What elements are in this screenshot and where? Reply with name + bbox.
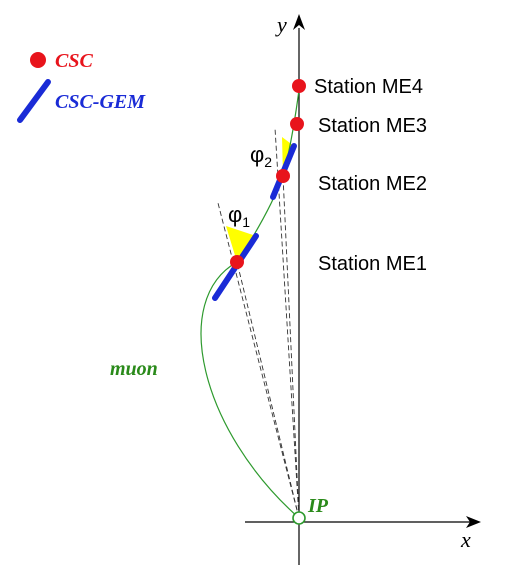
x-axis-label: x bbox=[460, 527, 471, 552]
legend-csc-marker bbox=[30, 52, 46, 68]
station-labels: Station ME4 Station ME3 Station ME2 Stat… bbox=[314, 76, 427, 275]
csc-gem-segments bbox=[212, 143, 297, 301]
station-label-me1: Station ME1 bbox=[318, 253, 427, 275]
reference-lines bbox=[217, 127, 300, 519]
legend-csc-label: CSC bbox=[55, 50, 93, 72]
phi1-symbol: φ bbox=[228, 202, 242, 227]
phi1-subscript: 1 bbox=[242, 214, 250, 230]
csc-hits bbox=[230, 79, 306, 269]
phi2-label: φ2 bbox=[250, 142, 272, 170]
legend: CSC CSC-GEM bbox=[17, 50, 146, 123]
station-label-me2: Station ME2 bbox=[318, 173, 427, 195]
phi2-subscript: 2 bbox=[264, 154, 272, 170]
reference-line-me2-tangent bbox=[274, 127, 300, 519]
csc-hit-me1 bbox=[230, 255, 244, 269]
reference-line-me1-tangent bbox=[217, 202, 300, 519]
legend-csc-gem-marker bbox=[17, 79, 51, 123]
ip-label: IP bbox=[307, 495, 329, 517]
station-label-me4: Station ME4 bbox=[314, 76, 423, 98]
csc-hit-me4 bbox=[292, 79, 306, 93]
muon-label: muon bbox=[110, 358, 158, 380]
reference-line-me2-radial bbox=[282, 175, 300, 519]
phi1-label: φ1 bbox=[228, 202, 250, 230]
ip-marker bbox=[292, 511, 306, 525]
y-axis-label: y bbox=[275, 12, 287, 37]
csc-hit-me3 bbox=[290, 117, 304, 131]
y-axis-arrowhead bbox=[293, 14, 305, 30]
csc-hit-me2 bbox=[276, 169, 290, 183]
station-label-me3: Station ME3 bbox=[318, 115, 427, 137]
axes: x y bbox=[245, 12, 481, 565]
legend-csc-gem-label: CSC-GEM bbox=[55, 91, 146, 113]
phi2-symbol: φ bbox=[250, 142, 264, 167]
phi1-angle-wedge bbox=[226, 226, 256, 262]
reference-line-me1-radial bbox=[236, 261, 300, 519]
x-axis-arrowhead bbox=[466, 516, 481, 528]
